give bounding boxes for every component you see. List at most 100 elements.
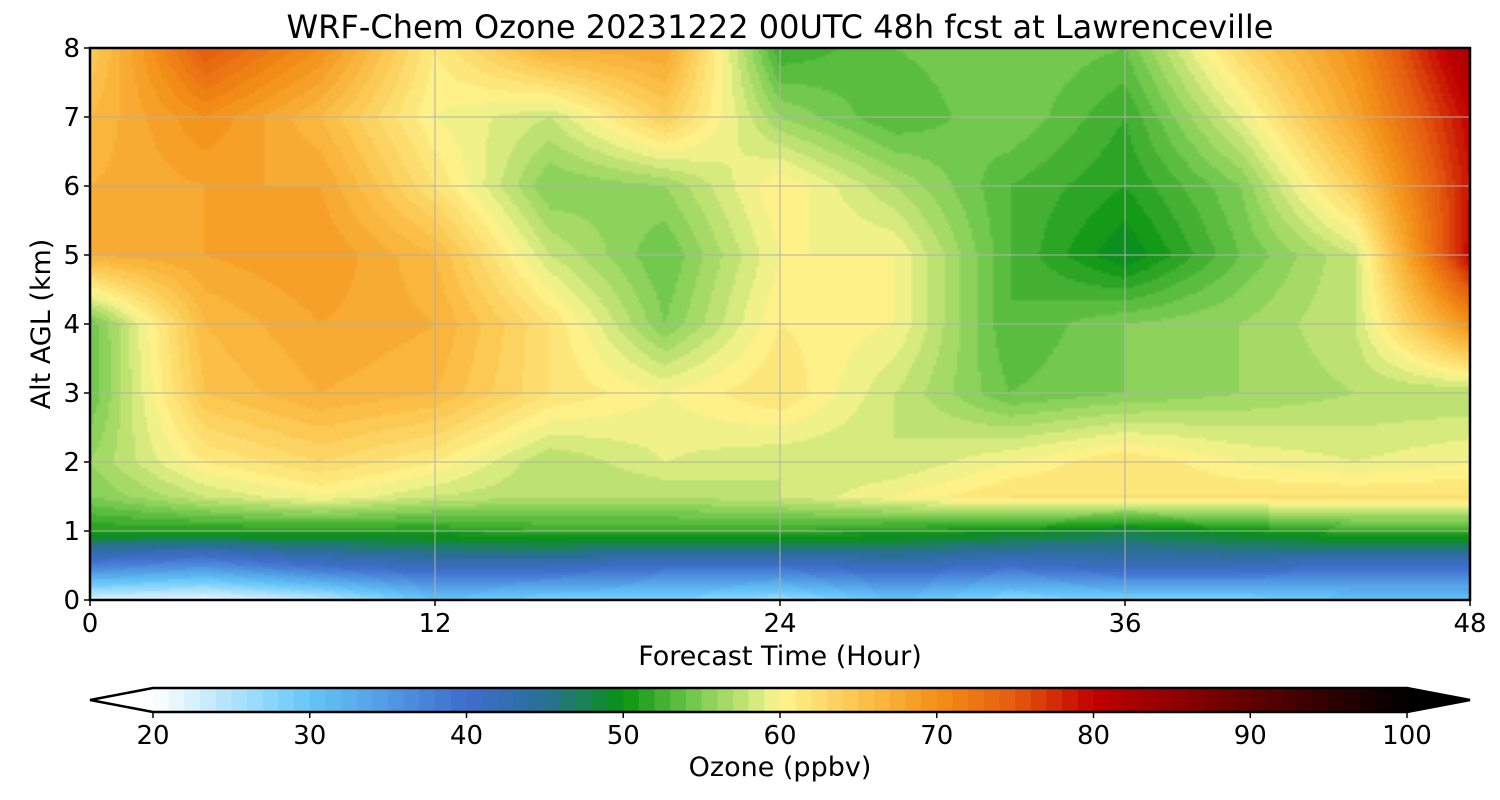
colorbar-segment [184,688,201,712]
colorbar-segment [482,688,499,712]
y-tick-label: 6 [63,172,80,202]
colorbar-segment [780,688,797,712]
colorbar-segment [231,688,248,712]
colorbar-segment [1234,688,1251,712]
colorbar-segment [1359,688,1377,712]
colorbar-segment [623,688,640,712]
y-tick-label: 5 [63,241,80,271]
y-axis-label: Alt AGL (km) [26,239,57,410]
colorbar-segment [827,688,844,712]
colorbar-segment [388,688,405,712]
y-tick-label: 3 [63,379,80,409]
chart-title: WRF-Chem Ozone 20231222 00UTC 48h fcst a… [287,8,1274,46]
x-axis-label: Forecast Time (Hour) [638,641,922,672]
colorbar-segment [560,688,577,712]
colorbar-segment [419,688,436,712]
colorbar-segment [1093,688,1110,712]
y-tick-label: 0 [63,586,80,616]
y-tick-label: 7 [63,103,80,133]
y-tick-label: 4 [63,310,80,340]
colorbar-segment [999,688,1016,712]
colorbar-segment [372,688,389,712]
colorbar-segment [874,688,891,712]
colorbar-segment [921,688,938,712]
colorbar-segment [607,688,624,712]
colorbar-segment [309,688,327,712]
y-tick-label: 1 [63,517,80,547]
colorbar-segment [325,688,342,712]
colorbar-segment [356,688,374,712]
colorbar-segment [842,688,859,712]
colorbar-segment [1171,688,1189,712]
colorbar-segment [450,688,468,712]
colorbar-segments [90,688,1470,712]
y-axis: 0 1 2 3 4 5 6 7 8 [63,34,90,616]
colorbar-segment [968,688,985,712]
colorbar-segment [748,688,765,712]
colorbar-segment [1077,688,1095,712]
colorbar-segment [262,688,279,712]
x-tick-label: 36 [1108,609,1141,639]
colorbar-segment [795,688,812,712]
colorbar-segment [1297,688,1314,712]
colorbar-segment [701,688,718,712]
colorbar-segment [341,688,358,712]
colorbar-tick-label: 90 [1234,721,1267,751]
colorbar-segment [732,688,750,712]
colorbar-extend-high [1407,688,1470,712]
colorbar-segment [717,688,734,712]
colorbar-tick-label: 20 [136,721,169,751]
colorbar-segment [764,688,781,712]
colorbar-segment [889,688,906,712]
colorbar-segment [1062,688,1079,712]
colorbar-segment [811,688,828,712]
colorbar-segment [1015,688,1032,712]
colorbar-segment [1156,688,1173,712]
colorbar-segment [1046,688,1063,712]
colorbar-segment [497,688,515,712]
x-tick-label: 12 [418,609,451,639]
colorbar-segment [1265,688,1283,712]
colorbar-segment [294,688,311,712]
grid-lines [90,48,1470,600]
y-tick-label: 8 [63,34,80,64]
colorbar-extend-low [90,688,153,712]
x-axis: 0 12 24 36 48 [82,600,1487,639]
colorbar: 20 30 40 50 60 70 80 90 100 Ozone (ppbv) [89,686,1471,783]
colorbar-segment [247,688,264,712]
colorbar-segment [1250,688,1267,712]
colorbar-segment [1124,688,1142,712]
colorbar-segment [403,688,421,712]
colorbar-segment [1375,688,1392,712]
colorbar-segment [153,688,170,712]
colorbar-segment [168,688,185,712]
colorbar-segment [215,688,232,712]
colorbar-segment [1344,688,1361,712]
colorbar-tick-label: 100 [1382,721,1432,751]
colorbar-segment [905,688,922,712]
colorbar-segment [1030,688,1048,712]
colorbar-tick-label: 40 [450,721,483,751]
colorbar-segment [936,688,954,712]
colorbar-segment [1391,688,1408,712]
colorbar-segment [466,688,483,712]
x-tick-label: 48 [1453,609,1486,639]
colorbar-segment [858,688,875,712]
colorbar-segment [1187,688,1204,712]
colorbar-tick-label: 50 [607,721,640,751]
colorbar-label: Ozone (ppbv) [689,752,872,783]
colorbar-segment [278,688,295,712]
plot-area [88,46,1472,602]
colorbar-segment [435,688,452,712]
x-tick-label: 0 [82,609,99,639]
colorbar-segment [1203,688,1220,712]
colorbar-segment [1281,688,1298,712]
colorbar-segment [1328,688,1345,712]
colorbar-tick-label: 70 [920,721,953,751]
colorbar-segment [654,688,671,712]
colorbar-segment [513,688,530,712]
colorbar-segment [685,688,703,712]
colorbar-segment [983,688,1001,712]
colorbar-segment [1312,688,1330,712]
